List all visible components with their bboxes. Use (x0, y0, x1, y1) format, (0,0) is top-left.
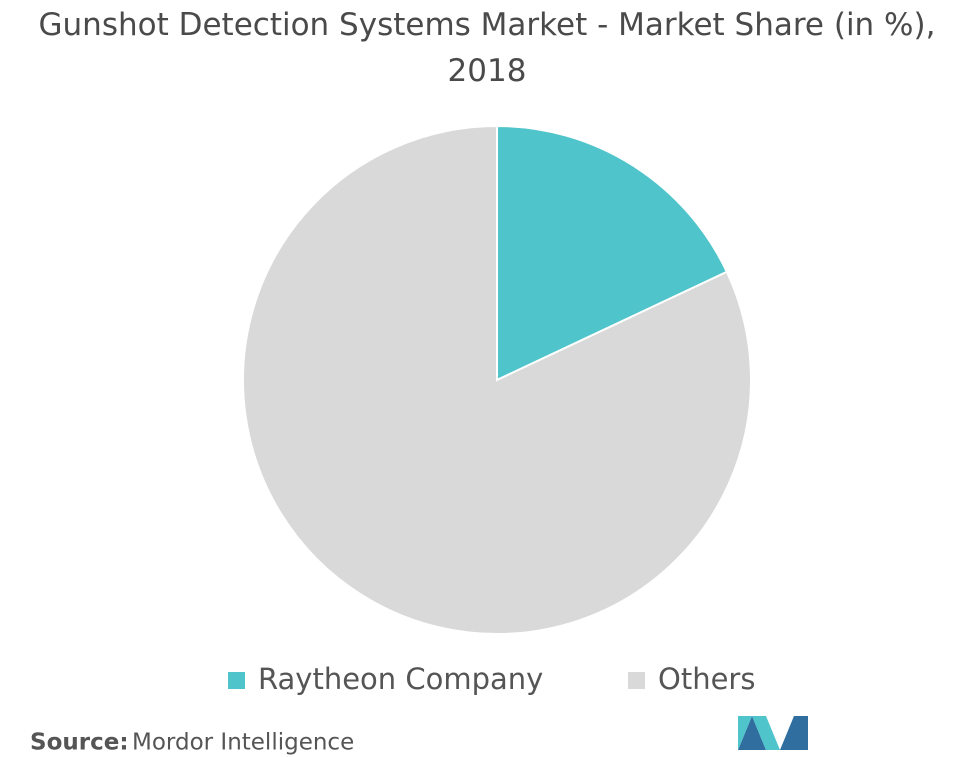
legend-swatch (228, 672, 245, 689)
legend-label: Raytheon Company (258, 662, 543, 696)
source-label: Source: (30, 730, 129, 756)
source: Mordor Intelligence (132, 730, 354, 756)
logo (738, 716, 808, 750)
pie-slice (496, 124, 729, 382)
pie-slice (242, 124, 752, 635)
chart-title: Gunshot Detection Systems Market - Marke… (38, 7, 936, 89)
legend-swatch (628, 672, 645, 689)
legend-label: Others (658, 662, 755, 696)
